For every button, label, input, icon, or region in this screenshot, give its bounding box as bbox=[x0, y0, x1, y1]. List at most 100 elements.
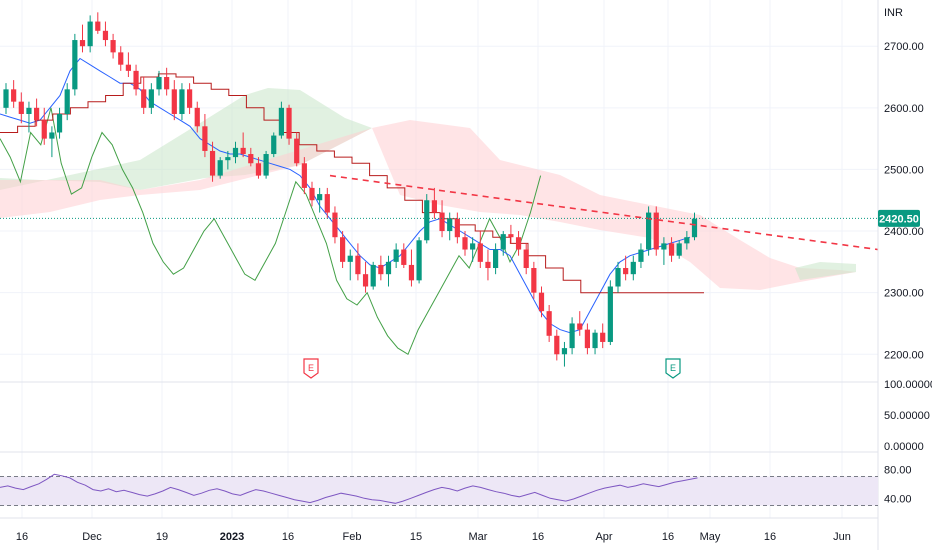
candle-body[interactable] bbox=[248, 154, 254, 164]
candle-body[interactable] bbox=[294, 138, 300, 164]
candle-body[interactable] bbox=[317, 194, 323, 201]
rsi-line[interactable] bbox=[0, 473, 698, 504]
candle-body[interactable] bbox=[41, 120, 47, 139]
candle-body[interactable] bbox=[34, 107, 40, 121]
candle-body[interactable] bbox=[538, 292, 545, 312]
candle-body[interactable] bbox=[569, 323, 575, 349]
candle-body[interactable] bbox=[615, 268, 621, 287]
candle-body[interactable] bbox=[416, 240, 422, 281]
candle-body[interactable] bbox=[324, 194, 330, 213]
candle-body[interactable] bbox=[684, 237, 690, 244]
candle-body[interactable] bbox=[141, 89, 147, 108]
candle-body[interactable] bbox=[515, 237, 522, 250]
candle-body[interactable] bbox=[424, 200, 430, 241]
candle-body[interactable] bbox=[477, 243, 483, 262]
candle-body[interactable] bbox=[661, 243, 667, 250]
candle-body[interactable] bbox=[531, 268, 537, 293]
candle-body[interactable] bbox=[301, 163, 307, 188]
candle-body[interactable] bbox=[118, 52, 124, 65]
candle-body[interactable] bbox=[600, 332, 606, 342]
candle-body[interactable] bbox=[485, 261, 491, 269]
candle-body[interactable] bbox=[64, 89, 70, 114]
candle-body[interactable] bbox=[646, 212, 652, 250]
candle-body[interactable] bbox=[232, 147, 239, 158]
candle-body[interactable] bbox=[668, 243, 675, 256]
candle-body[interactable] bbox=[607, 286, 613, 342]
candle-body[interactable] bbox=[202, 126, 208, 151]
candle-body[interactable] bbox=[278, 107, 284, 136]
candle-body[interactable] bbox=[385, 261, 392, 275]
candle-body[interactable] bbox=[370, 264, 376, 287]
price-axis[interactable]: INR 2700.00 2600.00 2500.00 2400.00 2300.00 2… bbox=[884, 7, 924, 361]
candle-body[interactable] bbox=[362, 274, 369, 287]
candle-body[interactable] bbox=[309, 187, 315, 201]
candle-body[interactable] bbox=[56, 113, 63, 133]
candle-body[interactable] bbox=[95, 21, 101, 31]
candle-body[interactable] bbox=[125, 64, 131, 71]
earnings-marker[interactable]: E bbox=[303, 358, 319, 379]
candle-body[interactable] bbox=[447, 218, 453, 232]
candle-body[interactable] bbox=[217, 160, 223, 176]
candle-body[interactable] bbox=[110, 40, 116, 53]
candle-body[interactable] bbox=[271, 135, 277, 155]
candle-body[interactable] bbox=[286, 107, 292, 139]
candle-body[interactable] bbox=[493, 249, 499, 269]
candle-body[interactable] bbox=[355, 255, 361, 275]
candle-body[interactable] bbox=[508, 234, 514, 238]
candlestick-series[interactable] bbox=[3, 12, 698, 367]
candle-body[interactable] bbox=[171, 89, 177, 114]
candle-body[interactable] bbox=[148, 89, 154, 108]
candle-body[interactable] bbox=[523, 249, 529, 269]
candle-body[interactable] bbox=[49, 132, 55, 139]
candle-body[interactable] bbox=[554, 335, 560, 355]
candle-body[interactable] bbox=[340, 237, 346, 262]
candle-body[interactable] bbox=[630, 261, 636, 275]
trendline-dashed[interactable] bbox=[329, 174, 879, 251]
candle-body[interactable] bbox=[470, 243, 476, 250]
candle-body[interactable] bbox=[72, 40, 78, 90]
candle-body[interactable] bbox=[623, 268, 629, 275]
candle-body[interactable] bbox=[393, 249, 399, 262]
candle-body[interactable] bbox=[638, 249, 644, 262]
candle-body[interactable] bbox=[179, 89, 185, 114]
candle-body[interactable] bbox=[3, 89, 9, 108]
candle-body[interactable] bbox=[454, 218, 460, 238]
candle-body[interactable] bbox=[347, 255, 353, 262]
candle-body[interactable] bbox=[462, 237, 468, 250]
candle-body[interactable] bbox=[653, 212, 659, 250]
candle-body[interactable] bbox=[87, 21, 93, 47]
candle-body[interactable] bbox=[546, 311, 552, 336]
time-axis[interactable]: 16 Dec 19 2023 16 Feb 15 Mar 16 Apr 16 May 16 Jun bbox=[16, 531, 851, 543]
candle-body[interactable] bbox=[133, 70, 139, 90]
candle-body[interactable] bbox=[378, 264, 384, 275]
candle-body[interactable] bbox=[26, 107, 32, 114]
candle-body[interactable] bbox=[584, 329, 590, 349]
candle-body[interactable] bbox=[401, 249, 407, 265]
trendline[interactable] bbox=[329, 174, 879, 251]
candle-body[interactable] bbox=[240, 147, 246, 155]
candle-body[interactable] bbox=[164, 77, 170, 90]
candle-body[interactable] bbox=[408, 264, 415, 281]
candle-body[interactable] bbox=[11, 89, 17, 102]
candle-body[interactable] bbox=[439, 212, 445, 232]
candle-body[interactable] bbox=[18, 101, 24, 114]
candle-body[interactable] bbox=[577, 323, 583, 330]
candle-body[interactable] bbox=[225, 157, 231, 161]
candle-body[interactable] bbox=[561, 348, 568, 355]
candle-body[interactable] bbox=[263, 154, 269, 176]
candle-body[interactable] bbox=[500, 234, 506, 250]
candle-body[interactable] bbox=[102, 30, 109, 41]
earnings-marker[interactable]: E bbox=[665, 358, 681, 379]
candle-body[interactable] bbox=[255, 163, 262, 176]
candle-body[interactable] bbox=[592, 332, 598, 349]
candle-body[interactable] bbox=[79, 40, 86, 47]
candle-body[interactable] bbox=[691, 218, 698, 238]
candle-body[interactable] bbox=[332, 212, 338, 238]
candle-body[interactable] bbox=[156, 77, 162, 90]
rsi-pane[interactable]: 80.00 40.00 bbox=[0, 464, 912, 506]
candle-body[interactable] bbox=[676, 243, 682, 256]
candle-body[interactable] bbox=[209, 150, 216, 176]
